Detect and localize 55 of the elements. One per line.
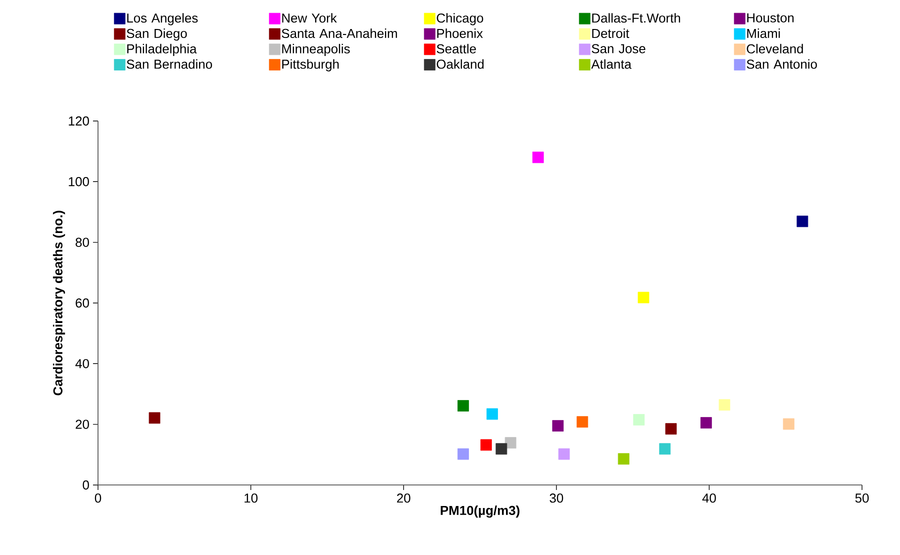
- legend-label: San Jose: [592, 44, 646, 54]
- point: [659, 443, 671, 455]
- legend-label: Chicago: [436, 13, 484, 26]
- point: [148, 412, 160, 424]
- point: [638, 292, 650, 304]
- x-tick-label: 20: [397, 494, 410, 503]
- legend-label: Detroit: [592, 28, 630, 38]
- point: [486, 408, 498, 420]
- x-tick-label: 10: [244, 494, 258, 503]
- point: [633, 414, 645, 426]
- point: [796, 216, 808, 228]
- y-tick-label: 120: [68, 116, 89, 126]
- y-tick-label: 40: [75, 359, 89, 368]
- legend-label: Oakland: [436, 59, 484, 69]
- point: [718, 399, 730, 411]
- legend-label: Dallas-Ft.Worth: [592, 13, 680, 23]
- legend-label: Phoenix: [437, 28, 483, 38]
- point: [558, 448, 570, 460]
- point: [618, 453, 630, 465]
- legend-label: Seattle: [436, 44, 476, 54]
- legend-label: San Antonio: [746, 59, 817, 69]
- legend-label: New York: [282, 13, 337, 23]
- point: [480, 439, 492, 451]
- x-axis-title: PM10(µg/m3): [440, 506, 520, 518]
- legend-label: Philadelphia: [127, 44, 197, 56]
- y-tick-label: 0: [82, 480, 89, 490]
- point: [532, 152, 544, 164]
- point: [782, 418, 794, 430]
- point: [458, 400, 469, 412]
- y-tick-label: 80: [76, 238, 89, 247]
- point: [700, 417, 712, 428]
- x-tick-label: 40: [702, 494, 716, 503]
- y-axis-title: Cardiorespiratory deaths (no.): [52, 210, 66, 396]
- legend-label: Cleveland: [746, 44, 803, 54]
- point: [496, 443, 508, 455]
- point: [665, 423, 677, 435]
- x-tick-label: 50: [855, 494, 869, 503]
- legend-label: Houston: [747, 13, 794, 22]
- legend-label: San Diego: [126, 28, 187, 41]
- y-tick-label: 100: [68, 177, 89, 186]
- legend-label: Minneapolis: [282, 44, 350, 56]
- legend-label: Santa Ana-Anaheim: [282, 28, 397, 38]
- legend-label: Atlanta: [591, 59, 632, 69]
- point: [504, 437, 516, 449]
- legend-label: San Bernadino: [126, 59, 212, 69]
- y-tick-label: 20: [76, 420, 89, 429]
- legend-label: Los Angeles: [127, 13, 198, 26]
- point: [458, 448, 469, 460]
- x-tick-label: 0: [94, 494, 102, 503]
- x-tick-label: 30: [550, 494, 564, 503]
- point: [576, 416, 588, 428]
- legend-label: Pittsburgh: [282, 59, 339, 72]
- point: [552, 420, 564, 432]
- legend-label: Miami: [747, 28, 780, 38]
- y-tick-label: 60: [76, 298, 89, 308]
